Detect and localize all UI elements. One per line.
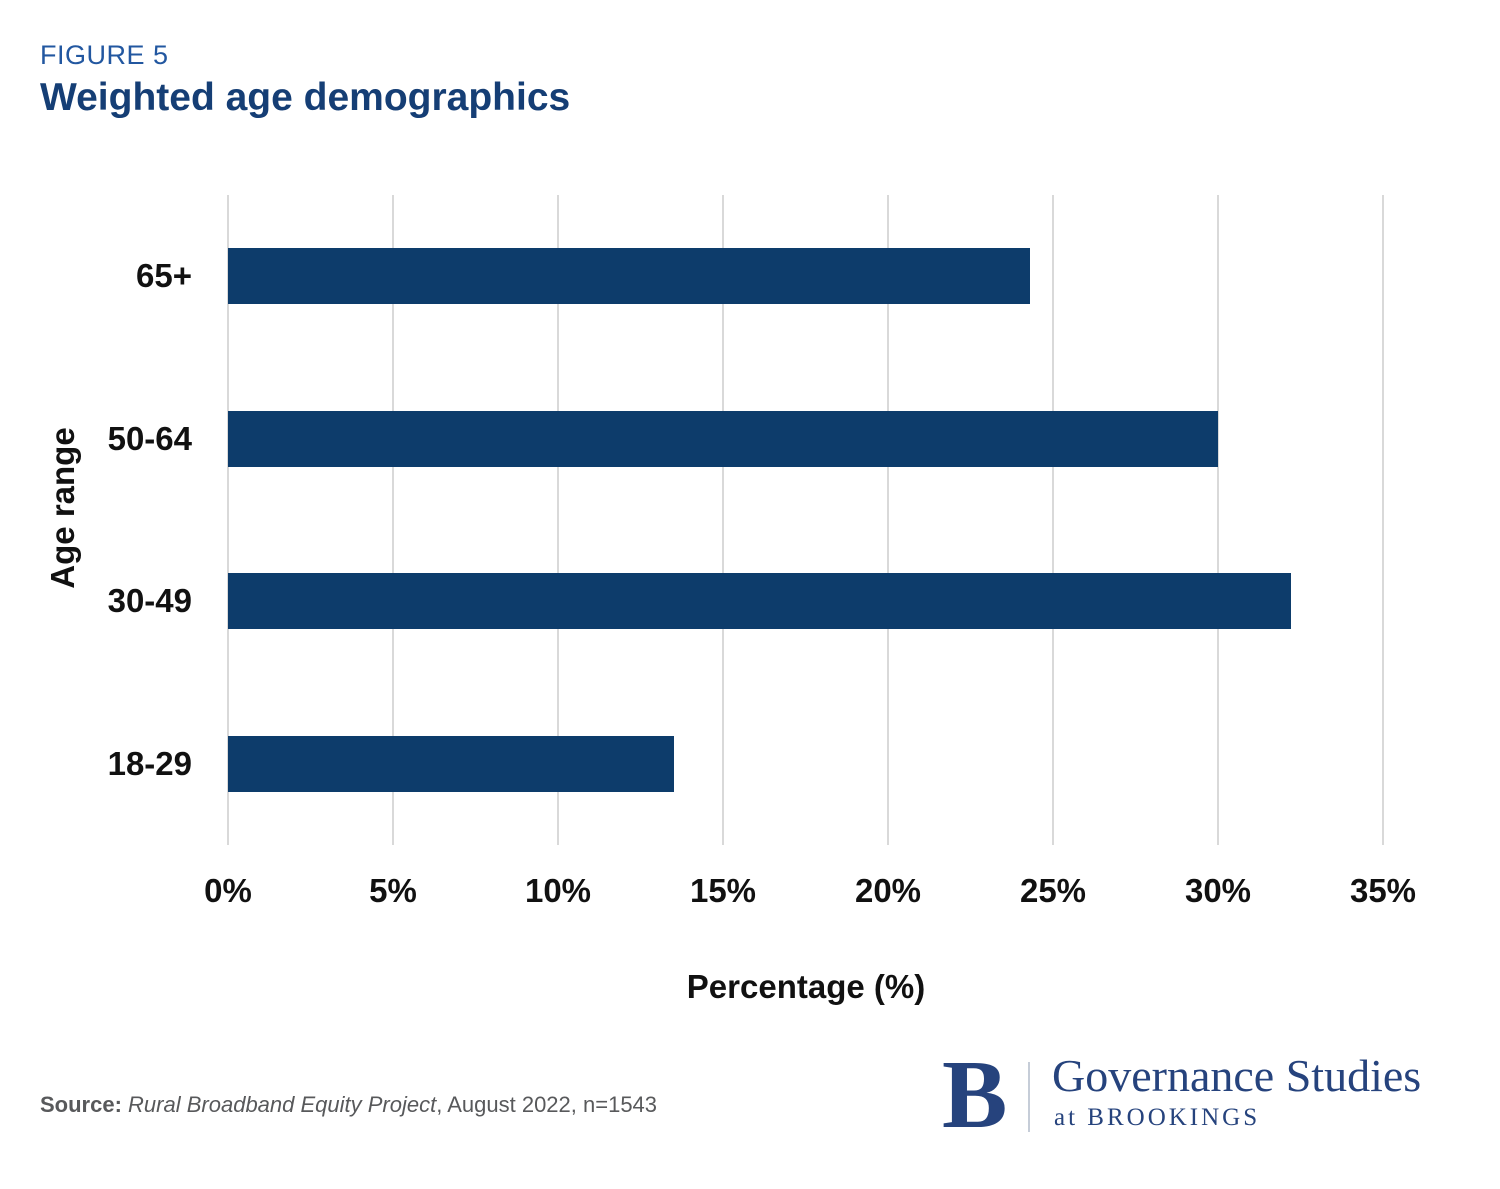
brookings-b-logo: B xyxy=(942,1041,1008,1149)
y-axis-category-labels: 65+ 50-64 30-49 18-29 xyxy=(0,195,192,845)
source-study-name: Rural Broadband Equity Project xyxy=(128,1092,437,1117)
source-label: Source: xyxy=(40,1092,122,1117)
x-axis-title: Percentage (%) xyxy=(686,968,926,1005)
bar-30-49 xyxy=(228,573,1291,630)
x-tick-label-15%: 15% xyxy=(689,872,757,909)
x-tick-label-5%: 5% xyxy=(369,872,417,909)
gridline-30% xyxy=(1217,195,1219,845)
x-tick-label-35%: 35% xyxy=(1349,872,1417,909)
bar-18-29 xyxy=(228,735,674,792)
gridline-0% xyxy=(227,195,229,845)
figure-label: FIGURE 5 xyxy=(40,40,169,70)
gridline-20% xyxy=(887,195,889,845)
gridline-5% xyxy=(392,195,394,845)
x-tick-label-10%: 10% xyxy=(524,872,592,909)
gridline-15% xyxy=(722,195,724,845)
y-category-label-50-64: 50-64 xyxy=(107,419,192,457)
source-line: Source: Rural Broadband Equity Project, … xyxy=(40,1092,657,1118)
logo-divider xyxy=(1028,1062,1030,1132)
gridline-35% xyxy=(1382,195,1384,845)
y-category-label-18-29: 18-29 xyxy=(107,744,192,782)
logo-suborg-name: at BROOKINGS xyxy=(1054,1104,1261,1131)
bar-65- xyxy=(228,248,1030,305)
x-tick-label-30%: 30% xyxy=(1184,872,1252,909)
page-title: Weighted age demographics xyxy=(40,76,571,119)
source-detail: , August 2022, n=1543 xyxy=(436,1092,658,1117)
x-tick-label-20%: 20% xyxy=(854,872,922,909)
gridline-10% xyxy=(557,195,559,845)
y-category-label-30-49: 30-49 xyxy=(107,582,192,620)
bar-50-64 xyxy=(228,410,1218,467)
y-category-label-65-: 65+ xyxy=(136,257,192,295)
x-tick-label-25%: 25% xyxy=(1019,872,1087,909)
logo-org-name: Governance Studies xyxy=(1052,1050,1422,1101)
gridline-25% xyxy=(1052,195,1054,845)
bar-chart-plot-area xyxy=(227,195,1384,845)
x-tick-label-0%: 0% xyxy=(204,872,252,909)
